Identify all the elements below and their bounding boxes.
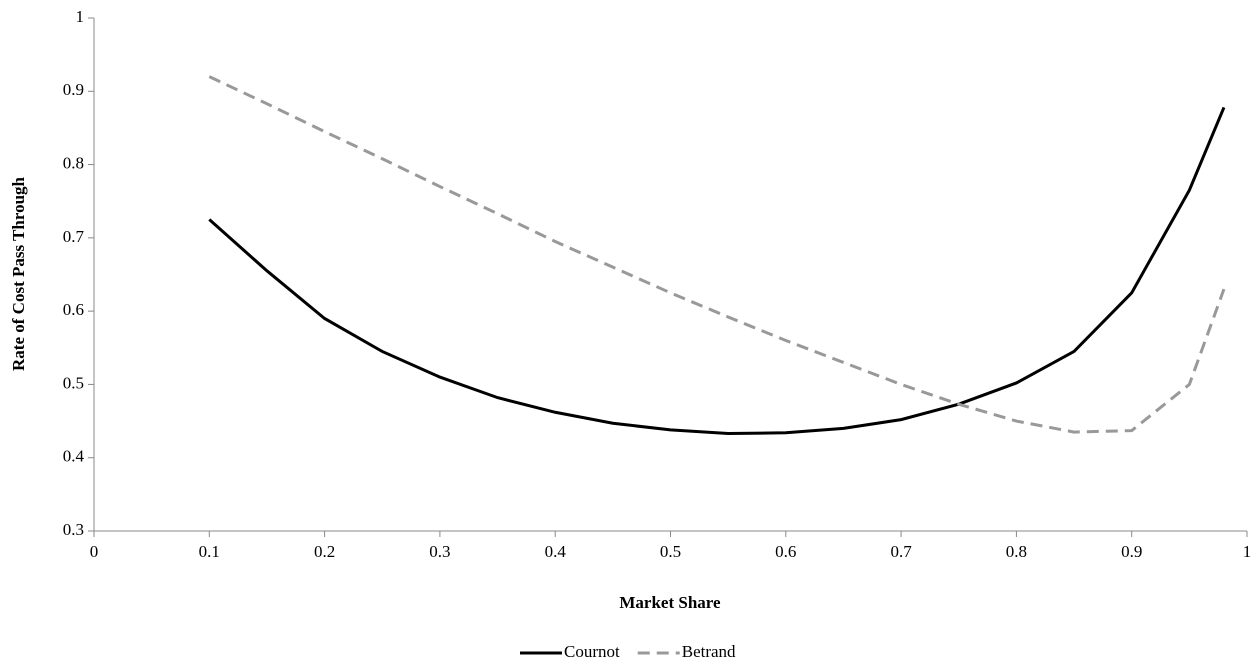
y-tick-label: 0.9 — [63, 80, 84, 99]
x-tick-label: 0.1 — [199, 542, 220, 561]
legend-label: Cournot — [564, 642, 620, 661]
x-tick-label: 0.4 — [545, 542, 567, 561]
series-line — [208, 75, 1226, 434]
y-tick-label: 0.7 — [63, 227, 85, 246]
x-tick-label: 0 — [90, 542, 99, 561]
x-tick-label: 1 — [1243, 542, 1252, 561]
x-tick-label: 0.2 — [314, 542, 335, 561]
x-tick-label: 0.3 — [429, 542, 450, 561]
legend-label: Betrand — [682, 642, 736, 661]
y-tick-label: 1 — [76, 7, 85, 26]
y-tick-label: 0.5 — [63, 373, 84, 392]
y-tick-label: 0.6 — [63, 300, 84, 319]
x-tick-label: 0.5 — [660, 542, 681, 561]
x-axis-title: Market Share — [619, 593, 721, 612]
x-tick-label: 0.6 — [775, 542, 796, 561]
y-tick-label: 0.4 — [63, 447, 85, 466]
y-tick-label: 0.3 — [63, 520, 84, 539]
y-axis-title: Rate of Cost Pass Through — [9, 176, 28, 370]
series-line — [208, 106, 1226, 436]
x-tick-label: 0.8 — [1006, 542, 1027, 561]
x-tick-label: 0.9 — [1121, 542, 1142, 561]
y-tick-label: 0.8 — [63, 153, 84, 172]
x-tick-label: 0.7 — [890, 542, 912, 561]
